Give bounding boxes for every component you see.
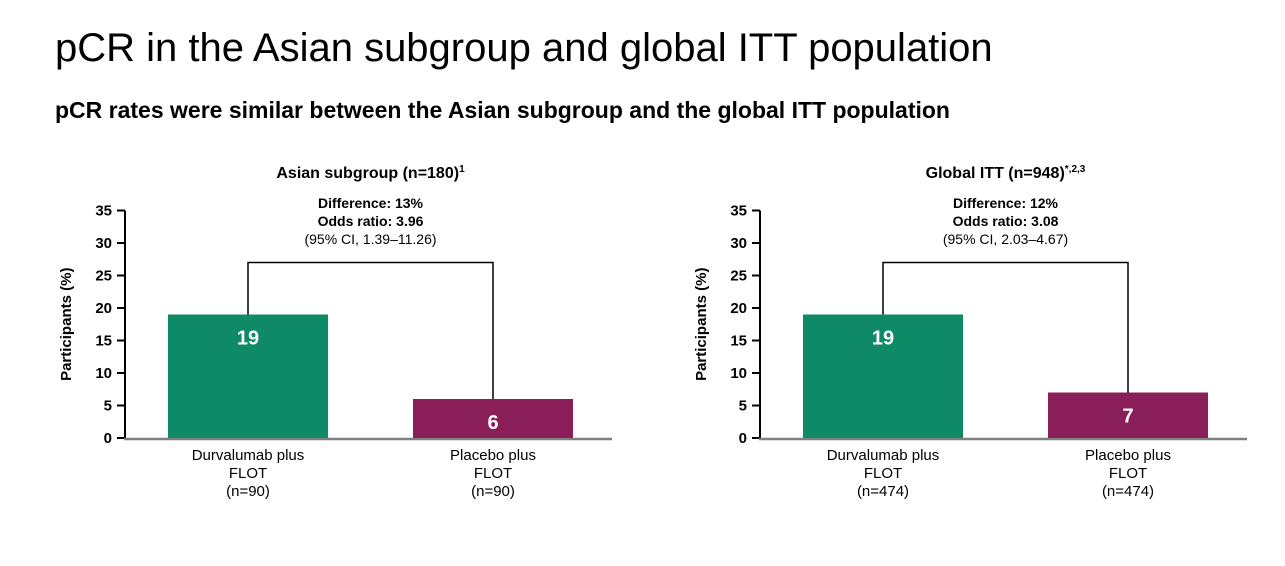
x-category-label: Durvalumab plus — [192, 447, 305, 464]
x-category-label: Placebo plus — [450, 447, 536, 464]
difference-annotation: Difference: 12% — [953, 195, 1059, 211]
y-tick-label: 10 — [95, 365, 112, 382]
x-category-label: Durvalumab plus — [827, 447, 940, 464]
x-category-label: (n=474) — [1102, 483, 1154, 500]
x-category-label: FLOT — [229, 465, 267, 482]
y-tick-label: 0 — [739, 430, 747, 447]
y-tick-label: 10 — [730, 365, 747, 382]
bar-durvalumab-flot — [168, 314, 328, 438]
x-category-label: (n=90) — [471, 483, 515, 500]
bar-chart-svg: Asian subgroup (n=180)1 Difference: 13% Od… — [58, 164, 612, 500]
ci-annotation: (95% CI, 1.39–11.26) — [304, 231, 436, 247]
y-tick-label: 15 — [95, 333, 112, 350]
y-tick-label: 35 — [95, 203, 112, 220]
y-tick-label: 20 — [95, 300, 112, 317]
y-tick-label: 20 — [730, 300, 747, 317]
y-tick-label: 30 — [95, 235, 112, 252]
bar-chart-svg: Global ITT (n=948)*,2,3 Difference: 12% Od… — [693, 164, 1247, 500]
difference-annotation: Difference: 13% — [318, 195, 424, 211]
y-axis-title: Participants (%) — [58, 268, 75, 381]
page-title: pCR in the Asian subgroup and global ITT… — [55, 26, 993, 70]
page-subtitle: pCR rates were similar between the Asian… — [55, 97, 950, 123]
bar-value-label: 6 — [487, 412, 498, 434]
bar-placebo-flot — [413, 399, 573, 438]
bar-value-label: 19 — [872, 328, 894, 350]
y-tick-label: 15 — [730, 333, 747, 350]
odds-ratio-annotation: Odds ratio: 3.96 — [318, 213, 424, 229]
y-tick-label: 5 — [104, 398, 112, 415]
y-tick-label: 35 — [730, 203, 747, 220]
bar-durvalumab-flot — [803, 314, 963, 438]
x-category-label: Placebo plus — [1085, 447, 1171, 464]
x-category-label: FLOT — [474, 465, 512, 482]
charts-row: Asian subgroup (n=180)1 Difference: 13% Od… — [0, 156, 1285, 528]
bar-value-label: 7 — [1122, 406, 1133, 428]
slide: pCR in the Asian subgroup and global ITT… — [0, 26, 1285, 566]
y-tick-label: 5 — [739, 398, 747, 415]
x-category-label: FLOT — [1109, 465, 1147, 482]
odds-ratio-annotation: Odds ratio: 3.08 — [953, 213, 1059, 229]
comparison-bracket — [247, 261, 494, 399]
bar-value-label: 19 — [237, 328, 259, 350]
comparison-bracket — [882, 261, 1129, 393]
chart-title: Global ITT (n=948)*,2,3 — [926, 164, 1086, 182]
y-tick-label: 30 — [730, 235, 747, 252]
y-tick-label: 0 — [104, 430, 112, 447]
bar-placebo-flot — [1048, 392, 1208, 438]
chart-title: Asian subgroup (n=180)1 — [276, 164, 465, 182]
chart-asian-subgroup: Asian subgroup (n=180)1 Difference: 13% Od… — [55, 156, 640, 528]
y-axis-title: Participants (%) — [693, 268, 710, 381]
y-tick-label: 25 — [95, 268, 112, 285]
ci-annotation: (95% CI, 2.03–4.67) — [943, 231, 1068, 247]
x-category-label: (n=90) — [226, 483, 270, 500]
chart-global-itt: Global ITT (n=948)*,2,3 Difference: 12% Od… — [690, 156, 1275, 528]
y-tick-label: 25 — [730, 268, 747, 285]
x-category-label: (n=474) — [857, 483, 909, 500]
x-category-label: FLOT — [864, 465, 902, 482]
